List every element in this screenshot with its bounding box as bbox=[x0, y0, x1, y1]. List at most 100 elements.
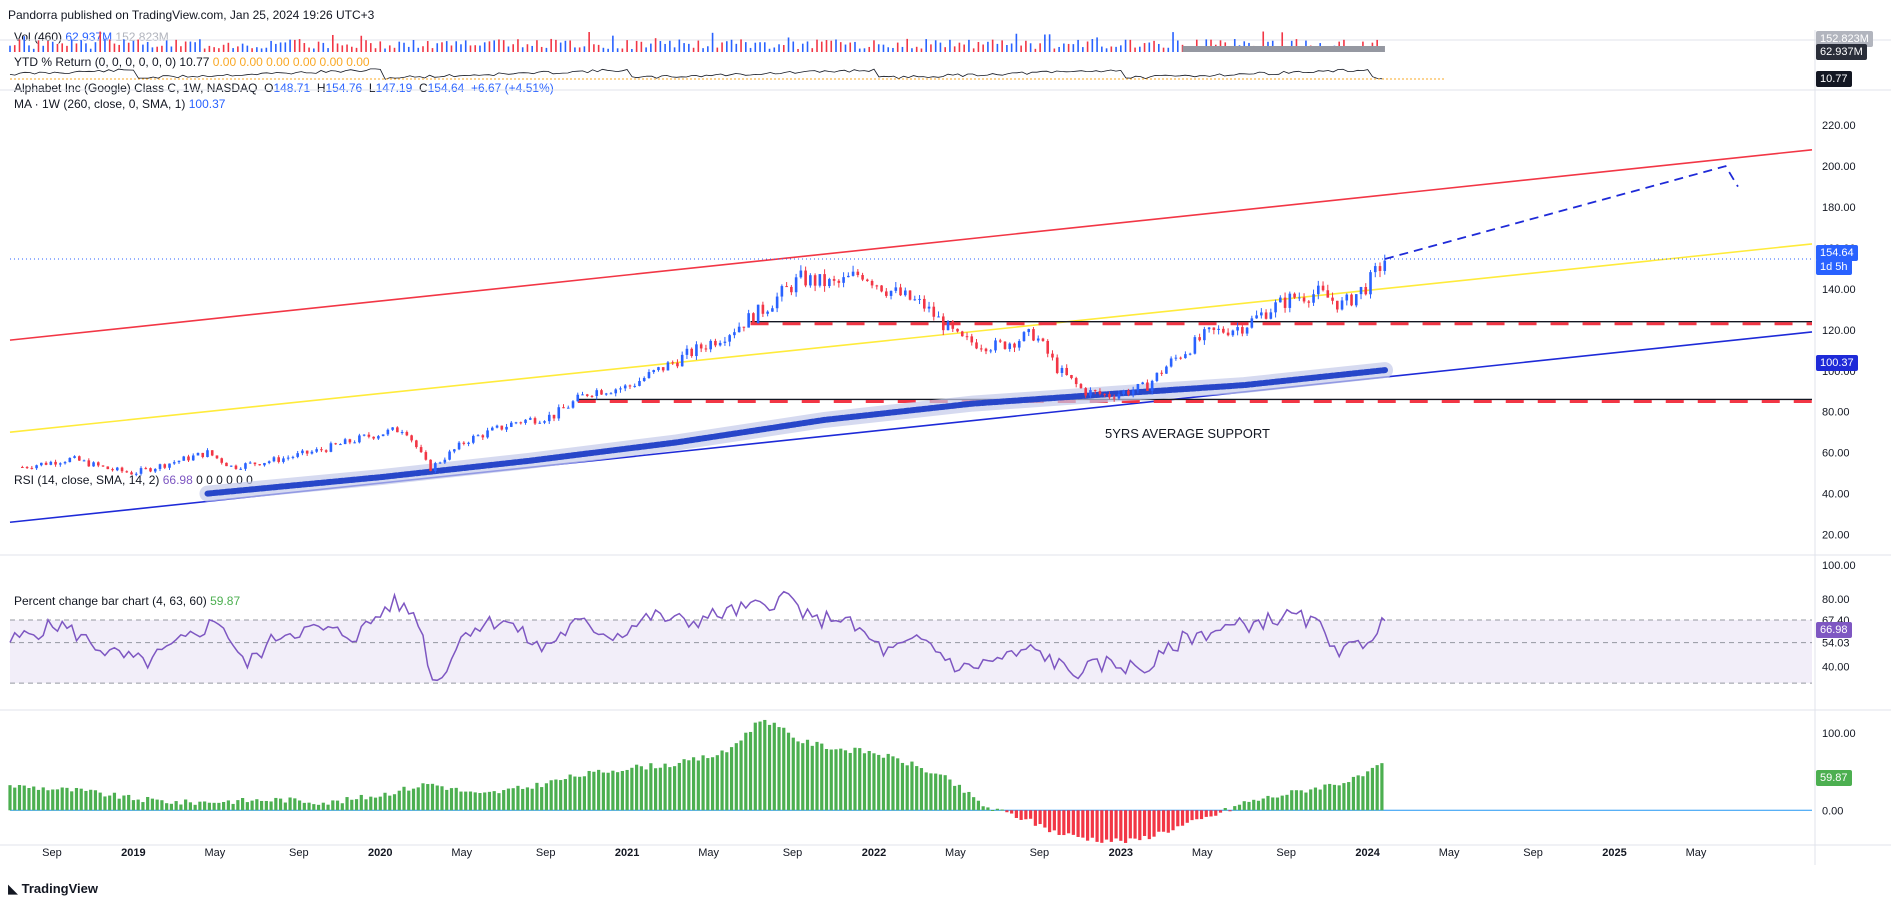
pct-bar bbox=[55, 789, 60, 811]
pct-bar bbox=[93, 790, 98, 811]
candle-body bbox=[106, 466, 110, 470]
rsi-legend[interactable]: RSI (14, close, SMA, 14, 2) 66.98 0 0 0 … bbox=[14, 473, 253, 487]
pct-bar bbox=[620, 770, 624, 811]
pct-bar bbox=[483, 792, 487, 811]
volume-bar bbox=[507, 46, 510, 52]
ma-legend[interactable]: MA · 1W (260, close, 0, SMA, 1) 100.37 bbox=[14, 97, 225, 111]
candle-body bbox=[111, 469, 114, 471]
candle-body bbox=[1326, 290, 1330, 298]
volume-bar bbox=[488, 41, 491, 52]
candle-body bbox=[334, 443, 337, 445]
volume-bar bbox=[844, 44, 847, 52]
volume-bar bbox=[792, 41, 795, 52]
volume-bar bbox=[132, 40, 135, 52]
pct-bar bbox=[1275, 797, 1280, 811]
volume-bar bbox=[545, 47, 548, 52]
volume-bar bbox=[521, 47, 524, 52]
pct-bar bbox=[17, 785, 22, 811]
pct-bar bbox=[203, 801, 207, 811]
volume-bar bbox=[32, 48, 35, 52]
candle-body bbox=[709, 340, 712, 350]
volume-bar bbox=[431, 48, 434, 52]
volume-bar bbox=[218, 48, 220, 52]
candle-body bbox=[220, 458, 224, 463]
volume-bar bbox=[294, 39, 296, 52]
volume-bar bbox=[1105, 48, 1108, 52]
pct-bar bbox=[307, 802, 311, 811]
candle-body bbox=[771, 308, 774, 312]
close-value: 154.64 bbox=[427, 81, 465, 95]
volume-bar bbox=[692, 47, 695, 52]
volume-bar bbox=[664, 43, 666, 52]
volume-bar bbox=[631, 48, 633, 52]
volume-bar bbox=[1295, 39, 1298, 52]
pct-bar bbox=[654, 768, 658, 811]
candle-body bbox=[40, 462, 43, 466]
pct-bar bbox=[953, 785, 957, 811]
volume-bar bbox=[911, 48, 913, 52]
pct-bar bbox=[554, 779, 558, 811]
pct-bar bbox=[407, 790, 411, 811]
pct-bar bbox=[184, 799, 188, 811]
volume-bar bbox=[1015, 33, 1018, 52]
volume-bar bbox=[66, 45, 68, 52]
volume-bar bbox=[1077, 39, 1079, 52]
pct-bar bbox=[1010, 810, 1014, 814]
pct-bar bbox=[815, 741, 819, 811]
tag-close: 154.64 bbox=[1816, 245, 1858, 261]
volume-bar bbox=[578, 47, 581, 52]
volume-bar bbox=[365, 40, 367, 52]
price-axis-label: 80.00 bbox=[1822, 407, 1850, 419]
candle-body bbox=[628, 385, 632, 387]
pct-bar bbox=[905, 765, 909, 811]
pct-bar bbox=[259, 800, 264, 811]
candle-body bbox=[813, 275, 817, 286]
pct-bar bbox=[241, 798, 245, 811]
pct-bar bbox=[706, 758, 710, 811]
volume-bar bbox=[1063, 43, 1065, 52]
candle-body bbox=[277, 457, 280, 462]
pct-bar bbox=[1299, 790, 1303, 811]
pct-bar bbox=[625, 769, 629, 811]
pct-bar bbox=[426, 784, 430, 811]
volume-bar bbox=[896, 42, 899, 52]
candle-body bbox=[239, 468, 243, 470]
change-value: +6.67 (+4.51%) bbox=[470, 81, 554, 95]
pct-bar bbox=[1218, 810, 1223, 813]
volume-bar bbox=[346, 44, 348, 52]
pct-bar bbox=[1380, 763, 1384, 811]
volume-bar bbox=[645, 47, 647, 52]
pct-bar bbox=[369, 796, 373, 811]
volume-bar bbox=[213, 47, 215, 52]
candle-body bbox=[509, 422, 513, 427]
pct-bar bbox=[402, 786, 406, 811]
candle-body bbox=[775, 296, 779, 309]
pct-bar bbox=[991, 809, 995, 811]
trendline-red bbox=[9, 148, 1813, 341]
candle-body bbox=[92, 462, 95, 467]
pct-bar bbox=[725, 752, 729, 811]
candle-body bbox=[1369, 272, 1372, 295]
candle-body bbox=[1112, 397, 1116, 399]
pct-legend[interactable]: Percent change bar chart (4, 63, 60) 59.… bbox=[14, 594, 240, 608]
candle-body bbox=[922, 298, 926, 309]
candle-body bbox=[215, 455, 219, 459]
volume-bar bbox=[707, 46, 709, 52]
pct-bar bbox=[587, 770, 591, 811]
candle-body bbox=[970, 336, 974, 343]
volume-bar bbox=[697, 40, 700, 52]
candle-body bbox=[1008, 343, 1012, 349]
volume-bar bbox=[1139, 46, 1141, 52]
pct-change-pane bbox=[8, 719, 1812, 843]
candle-body bbox=[486, 430, 489, 438]
time-axis-label: May bbox=[451, 847, 472, 859]
symbol-legend[interactable]: Alphabet Inc (Google) Class C, 1W, NASDA… bbox=[14, 81, 554, 95]
volume-bar bbox=[388, 45, 391, 52]
pct-bar bbox=[1328, 783, 1332, 811]
pct-bar bbox=[530, 788, 534, 811]
pct-bar bbox=[245, 802, 249, 811]
volume-bar bbox=[336, 43, 339, 52]
ytd-legend[interactable]: YTD % Return (0, 0, 0, 0, 0, 0) 10.77 0.… bbox=[14, 55, 370, 69]
candle-body bbox=[1013, 343, 1016, 348]
